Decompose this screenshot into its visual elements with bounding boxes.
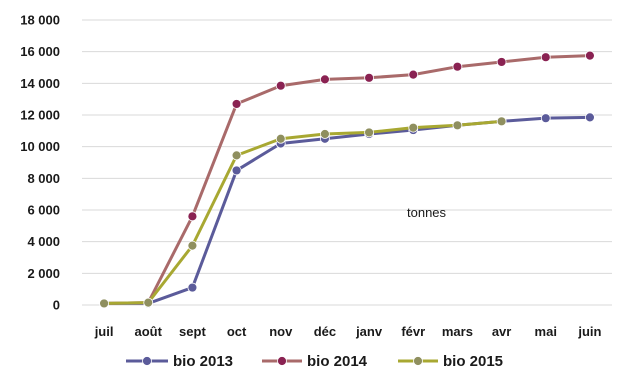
data-point <box>540 52 551 63</box>
data-point <box>187 211 198 222</box>
data-point <box>585 112 595 123</box>
x-tick-label: juil <box>94 324 114 339</box>
data-point <box>585 50 595 61</box>
x-tick-label: janv <box>355 324 383 339</box>
x-tick-label: juin <box>577 324 601 339</box>
series-bio-2014 <box>99 50 595 309</box>
y-tick-label: 16 000 <box>20 44 60 59</box>
y-axis-ticks: 0 2 000 4 000 6 000 8 000 10 000 12 000 14 000 1… <box>20 13 60 313</box>
legend-swatch-marker <box>277 356 287 366</box>
legend-label: bio 2013 <box>173 353 233 369</box>
x-tick-label: mai <box>535 324 557 339</box>
data-point <box>408 122 419 133</box>
data-point <box>231 99 242 109</box>
data-point <box>320 74 330 85</box>
legend: bio 2013 bio 2014 bio 2015 <box>126 353 503 369</box>
x-tick-label: avr <box>492 324 512 339</box>
data-point <box>275 133 286 144</box>
x-tick-label: déc <box>314 324 336 339</box>
legend-item: bio 2014 <box>262 353 368 369</box>
series-lines <box>99 50 595 309</box>
legend-item: bio 2013 <box>126 353 233 369</box>
legend-swatch-marker <box>413 356 423 366</box>
x-tick-label: août <box>135 324 163 339</box>
data-point <box>231 165 242 176</box>
data-point <box>143 297 154 308</box>
y-tick-label: 6 000 <box>27 203 60 218</box>
x-tick-label: oct <box>227 324 247 339</box>
y-tick-label: 10 000 <box>20 139 60 154</box>
x-tick-label: mars <box>442 324 473 339</box>
y-tick-label: 8 000 <box>27 171 60 186</box>
series-line <box>104 119 502 305</box>
data-point <box>231 150 242 161</box>
y-tick-label: 12 000 <box>20 108 60 123</box>
series-bio-2015 <box>99 116 507 309</box>
gridlines <box>82 19 612 306</box>
data-point <box>496 116 507 127</box>
data-point <box>540 113 551 124</box>
y-tick-label: 2 000 <box>27 266 60 281</box>
series-line <box>104 115 590 305</box>
data-point <box>452 61 463 72</box>
data-point <box>187 240 198 251</box>
x-tick-label: nov <box>269 324 293 339</box>
x-axis-ticks: juil août sept oct nov déc janv févr mars avr mai j… <box>94 324 602 339</box>
data-point <box>320 129 330 139</box>
data-point <box>275 80 286 91</box>
y-tick-label: 18 000 <box>20 13 60 28</box>
x-tick-label: sept <box>179 324 206 339</box>
y-tick-label: 0 <box>53 298 60 313</box>
legend-swatch-marker <box>142 356 152 366</box>
data-point <box>187 282 198 293</box>
data-point <box>452 120 463 131</box>
series-line <box>104 54 590 305</box>
x-tick-label: févr <box>401 324 425 339</box>
data-point <box>99 298 109 309</box>
y-tick-label: 4 000 <box>27 234 60 249</box>
legend-item: bio 2015 <box>398 353 503 369</box>
data-point <box>364 72 374 83</box>
y-tick-label: 14 000 <box>20 76 60 91</box>
legend-label: bio 2014 <box>307 353 368 369</box>
unit-annotation: tonnes <box>407 205 447 220</box>
data-point <box>496 57 507 67</box>
data-point <box>364 127 374 138</box>
data-point <box>408 69 419 80</box>
legend-label: bio 2015 <box>443 353 503 369</box>
